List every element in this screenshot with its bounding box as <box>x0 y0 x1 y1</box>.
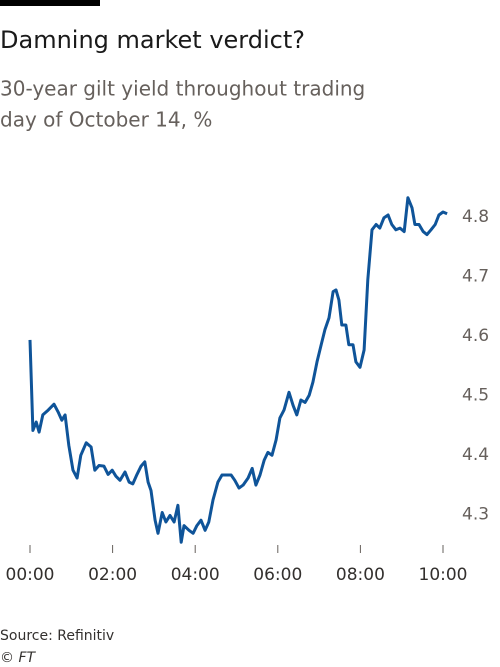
line <box>28 196 448 544</box>
x-tick-label: 08:00 <box>336 565 385 585</box>
y-tick-label: 4.4 <box>462 445 489 465</box>
x-tick-label: 02:00 <box>88 565 137 585</box>
y-tick-label: 4.7 <box>462 266 489 286</box>
chart-title: Damning market verdict? <box>0 26 305 54</box>
x-tick-label: 06:00 <box>253 565 302 585</box>
x-tick-label: 10:00 <box>419 565 468 585</box>
y-tick-label: 4.8 <box>462 207 489 227</box>
y-tick-label: 4.3 <box>462 504 489 524</box>
x-tick-label: 00:00 <box>6 565 55 585</box>
brand-bar <box>0 0 100 6</box>
chart-subtitle: day of October 14, % <box>0 108 212 132</box>
y-tick-label: 4.5 <box>462 385 489 405</box>
source: Source: Refinitiv <box>0 628 114 644</box>
y-tick-label: 4.6 <box>462 326 489 346</box>
chart-subtitle: 30-year gilt yield throughout trading <box>0 77 365 101</box>
x-tick-label: 04:00 <box>171 565 220 585</box>
credit: © FT <box>0 650 37 666</box>
